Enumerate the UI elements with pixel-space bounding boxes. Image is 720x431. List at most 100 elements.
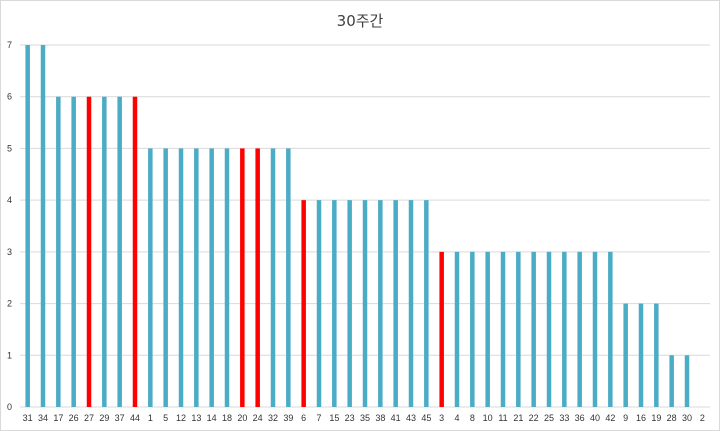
x-tick-label: 33: [559, 413, 569, 423]
bar-40: [592, 251, 598, 407]
x-tick-label: 25: [544, 413, 554, 423]
bar-33: [562, 251, 567, 407]
x-tick-label: 44: [130, 413, 140, 423]
x-tick-label: 21: [513, 413, 523, 423]
x-tick-label: 31: [23, 413, 33, 423]
x-tick-label: 22: [529, 413, 539, 423]
bar-32: [270, 148, 276, 407]
x-tick-label: 41: [391, 413, 401, 423]
bar-36: [577, 251, 582, 407]
bar-35: [362, 200, 368, 407]
x-tick-label: 45: [421, 413, 431, 423]
x-tick-label: 6: [301, 413, 306, 423]
bar-25: [546, 251, 552, 407]
bar-20: [240, 148, 245, 407]
bar-43: [408, 200, 414, 407]
x-tick-label: 17: [53, 413, 63, 423]
bar-44: [132, 96, 138, 407]
bar-3: [439, 251, 444, 407]
bar-16: [638, 303, 644, 407]
bar-27: [86, 96, 92, 407]
bar-6: [301, 200, 306, 407]
x-tick-label: 19: [651, 413, 661, 423]
x-tick-label: 34: [38, 413, 48, 423]
x-tick-label: 37: [115, 413, 125, 423]
x-tick-label: 29: [99, 413, 109, 423]
y-axis-ticks: 0 1 2 3 4 5 6 7: [7, 40, 12, 412]
x-tick-label: 15: [329, 413, 339, 423]
x-tick-label: 20: [237, 413, 247, 423]
x-tick-label: 7: [316, 413, 321, 423]
bar-39: [286, 148, 291, 407]
bar-28: [669, 355, 674, 407]
x-tick-label: 23: [345, 413, 355, 423]
chart-title: 30주간: [336, 12, 384, 30]
x-tick-label: 14: [207, 413, 217, 423]
x-tick-label: 27: [84, 413, 94, 423]
bar-11: [500, 251, 506, 407]
bar-34: [40, 45, 46, 407]
x-tick-label: 40: [590, 413, 600, 423]
bar-29: [102, 96, 107, 407]
bar-15: [332, 200, 337, 407]
bar-4: [454, 251, 460, 407]
x-tick-label: 35: [360, 413, 370, 423]
bar-19: [654, 303, 659, 407]
y-tick-label: 5: [7, 143, 12, 153]
x-axis-ticks: 31 34 17 26 27 29 37 44 1 5 12 13 14 18 20 24 32 39 6 7 15 23…: [23, 413, 705, 423]
bar-17: [56, 96, 61, 407]
x-tick-label: 4: [454, 413, 459, 423]
x-tick-label: 11: [498, 413, 507, 423]
x-tick-label: 18: [222, 413, 232, 423]
y-tick-label: 2: [7, 299, 12, 309]
x-tick-label: 24: [253, 413, 263, 423]
x-tick-label: 26: [69, 413, 79, 423]
y-tick-label: 4: [7, 195, 12, 205]
bar-37: [117, 96, 122, 407]
y-tick-label: 6: [7, 92, 12, 102]
x-tick-label: 43: [406, 413, 416, 423]
x-tick-label: 8: [470, 413, 475, 423]
bar-26: [71, 96, 76, 407]
bar-31: [25, 45, 30, 407]
bar-7: [316, 200, 322, 407]
x-tick-label: 3: [439, 413, 444, 423]
bar-42: [608, 251, 613, 407]
x-tick-label: 9: [623, 413, 628, 423]
bar-8: [470, 251, 475, 407]
y-tick-label: 0: [7, 402, 12, 412]
bars: [25, 45, 690, 407]
bar-5: [163, 148, 168, 407]
bar-22: [531, 251, 536, 407]
x-tick-label: 1: [148, 413, 153, 423]
x-tick-label: 16: [636, 413, 646, 423]
bar-13: [194, 148, 199, 407]
bar-9: [623, 303, 628, 407]
x-tick-label: 38: [375, 413, 385, 423]
x-tick-label: 12: [176, 413, 186, 423]
y-tick-label: 1: [7, 350, 12, 360]
x-tick-label: 30: [682, 413, 692, 423]
bar-14: [209, 148, 214, 407]
bar-23: [347, 200, 352, 407]
bar-41: [393, 200, 398, 407]
x-tick-label: 39: [283, 413, 293, 423]
bar-1: [148, 148, 153, 407]
x-tick-label: 10: [483, 413, 493, 423]
bar-10: [485, 251, 490, 407]
x-tick-label: 5: [163, 413, 168, 423]
x-tick-label: 42: [605, 413, 615, 423]
bar-12: [178, 148, 184, 407]
x-tick-label: 32: [268, 413, 278, 423]
bar-24: [255, 148, 260, 407]
bar-38: [378, 200, 383, 407]
x-tick-label: 2: [700, 413, 705, 423]
y-tick-label: 7: [7, 40, 12, 50]
x-tick-label: 13: [191, 413, 201, 423]
x-tick-label: 36: [575, 413, 585, 423]
x-tick-label: 28: [667, 413, 677, 423]
y-tick-label: 3: [7, 247, 12, 257]
bar-30: [684, 355, 690, 407]
bar-45: [424, 200, 429, 407]
